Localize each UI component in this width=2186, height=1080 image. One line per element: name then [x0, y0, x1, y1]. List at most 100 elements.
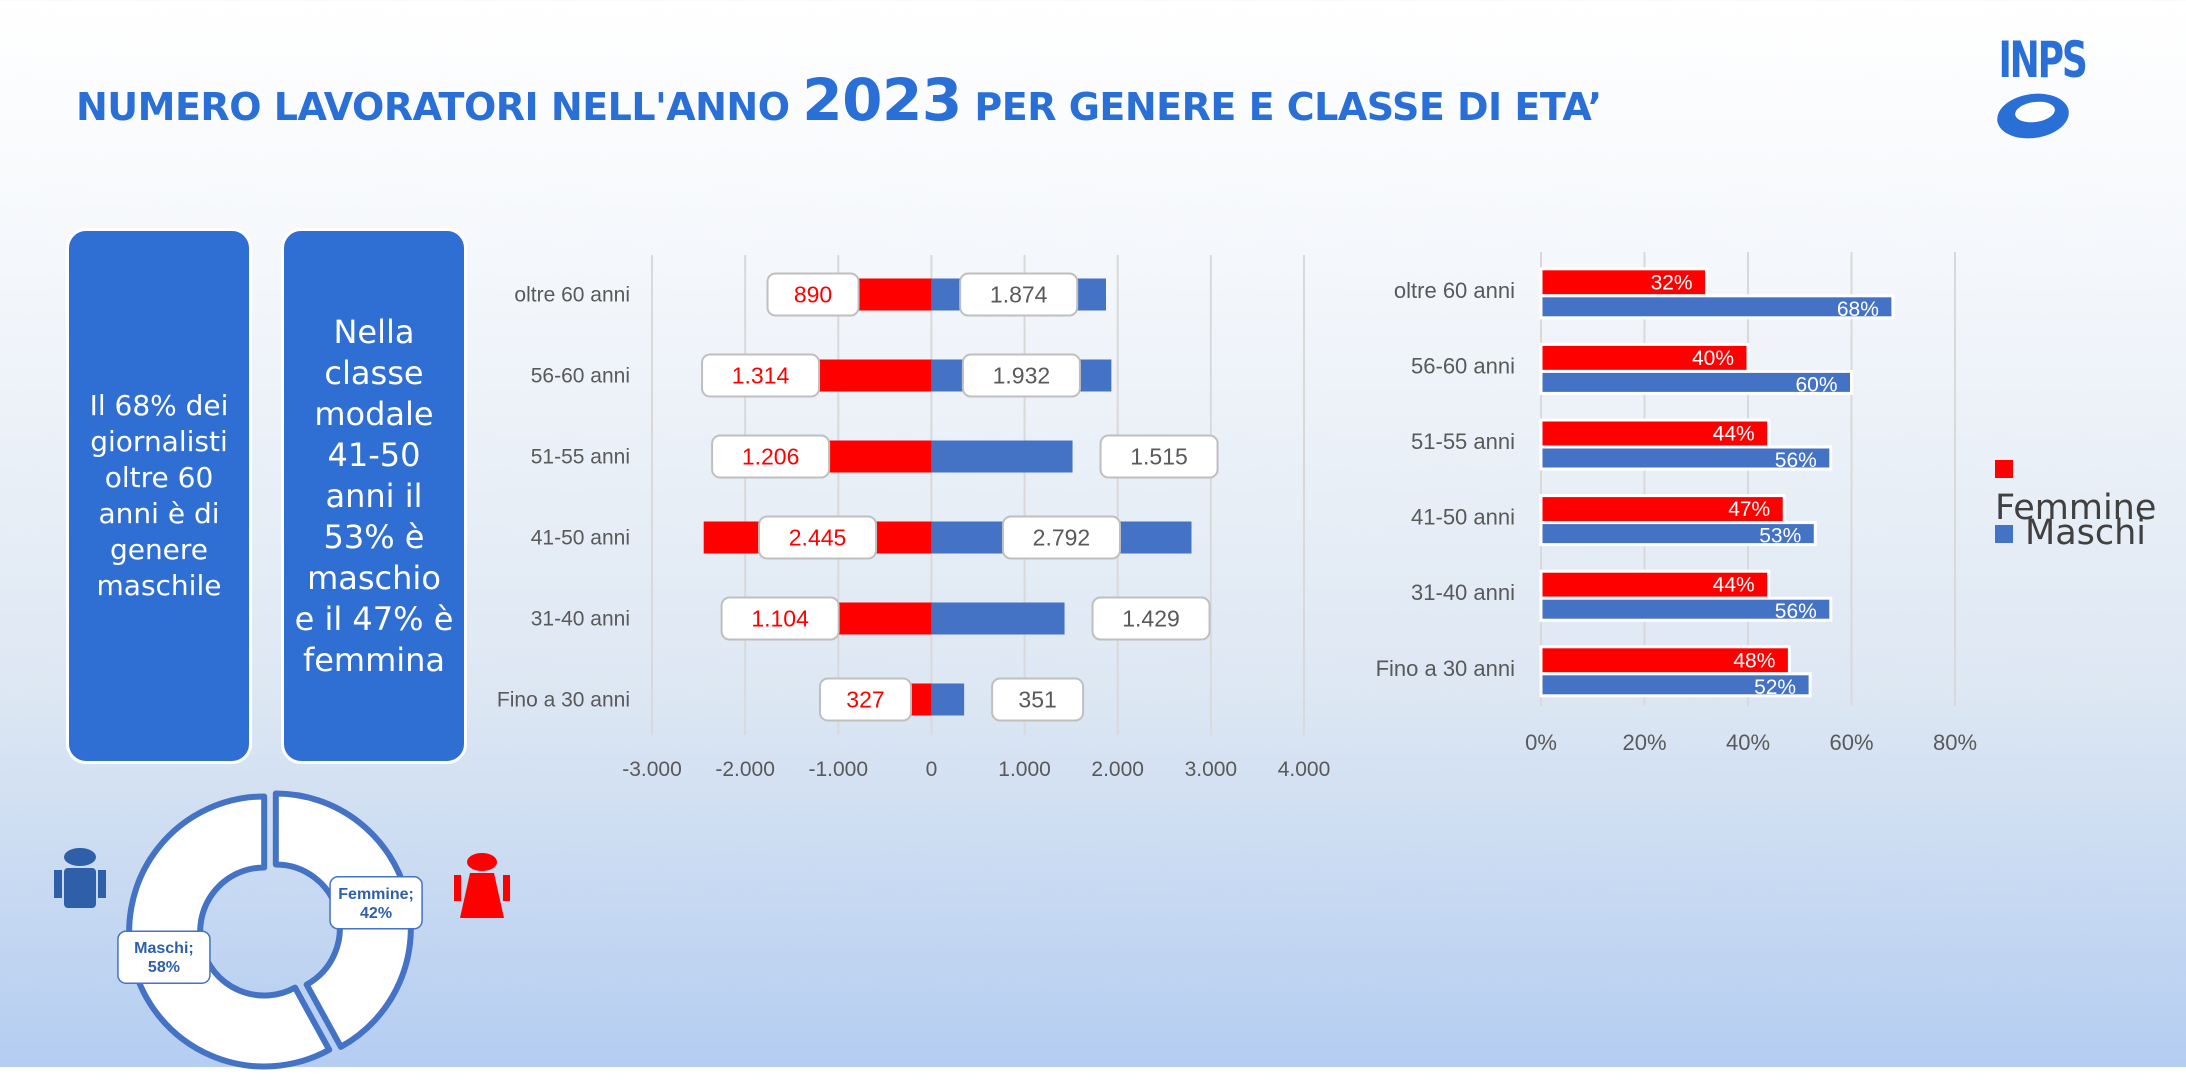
bar-femmine: [1539, 267, 1709, 298]
x-tick-label: 3.000: [1185, 758, 1238, 781]
bar-femmine: [819, 440, 932, 473]
data-label-maschi: 56%: [1775, 449, 1817, 472]
y-category-label: 56-60 anni: [531, 365, 630, 388]
logo-text: INPS: [1998, 31, 2087, 89]
donut-slice-maschi: [126, 793, 333, 1070]
data-label-maschi: 1.932: [993, 363, 1051, 389]
data-label-femmine: 40%: [1692, 347, 1734, 370]
x-tick-label: 1.000: [998, 758, 1051, 781]
inps-logo: INPS: [1985, 31, 2088, 144]
y-category-label: 31-40 anni: [1411, 580, 1515, 605]
info-card-text: Nella classe modale 41-50 anni il 53% è …: [294, 312, 454, 679]
data-label-box: [701, 353, 821, 398]
data-label-box: [1091, 596, 1211, 641]
gender-donut-chart: Femmine; 42% Maschi; 58%: [117, 790, 423, 1070]
data-label-femmine: 1.314: [732, 363, 790, 389]
info-card-text: Il 68% dei giornalisti oltre 60 anni è d…: [89, 389, 229, 602]
workers-count-chart: -3.000 -2.000 -1.000 0 1.000 2.000 3.000 4.000 o…: [497, 255, 1331, 781]
data-label-maschi: 53%: [1759, 525, 1801, 548]
data-label-maschi: 60%: [1795, 373, 1837, 396]
donut-label-box: [329, 876, 423, 930]
legend-item-maschi: Maschi: [1995, 513, 2146, 553]
bar-femmine: [828, 602, 932, 635]
bar-maschi: [931, 440, 1073, 473]
logo-ring-icon: [1997, 93, 2069, 139]
data-label-maschi: 52%: [1754, 676, 1796, 699]
data-label-box: [711, 434, 831, 479]
x-tick-label: -2.000: [715, 758, 775, 781]
y-category-label: oltre 60 anni: [514, 284, 630, 307]
bar-maschi: [1539, 369, 1853, 395]
male-person-icon: [54, 848, 106, 908]
data-label-maschi: 1.515: [1130, 444, 1188, 470]
data-label-femmine: 44%: [1713, 423, 1755, 446]
bar-maschi: [931, 683, 965, 716]
data-label-femmine: 890: [794, 282, 832, 308]
data-label-maschi: 2.792: [1033, 525, 1091, 551]
info-card-modal-class: Nella classe modale 41-50 anni il 53% è …: [281, 228, 467, 764]
x-tick-label: 4.000: [1278, 758, 1331, 781]
y-category-label: 56-60 anni: [1411, 353, 1515, 378]
data-label-box: [818, 677, 912, 722]
bar-femmine: [848, 278, 932, 311]
bar-maschi: [931, 602, 1065, 635]
data-label-maschi: 56%: [1775, 600, 1817, 623]
x-tick-label: -3.000: [622, 758, 682, 781]
bar-maschi: [1539, 596, 1833, 622]
x-tick-label: 0%: [1525, 730, 1557, 755]
data-label-femmine: 327: [846, 687, 884, 713]
data-label-femmine: 32%: [1651, 271, 1693, 294]
y-category-label: 51-55 anni: [1411, 429, 1515, 454]
legend-swatch-maschi: [1995, 525, 2013, 543]
y-category-label: Fino a 30 anni: [1376, 656, 1515, 681]
gender-share-chart: 0% 20% 40% 60% 80% oltre 60 anni 32% 68% 56-60 a…: [1376, 252, 1977, 755]
bar-maschi: [1539, 521, 1817, 547]
page-title: NUMERO LAVORATORI NELL'ANNO 2023 PER GEN…: [76, 66, 1602, 134]
data-label-box: [961, 353, 1081, 398]
data-label-femmine: 47%: [1728, 498, 1770, 521]
info-card-over-60: Il 68% dei giornalisti oltre 60 anni è d…: [66, 228, 252, 764]
data-label-box: [720, 596, 840, 641]
data-label-femmine: 48%: [1733, 649, 1775, 672]
x-tick-label: 2.000: [1091, 758, 1144, 781]
y-category-label: 51-55 anni: [531, 446, 630, 469]
data-label-maschi: 1.429: [1122, 606, 1180, 632]
data-label-box: [959, 272, 1079, 317]
donut-label-femmine: Femmine; 42%: [338, 886, 414, 922]
data-label-box: [1001, 515, 1121, 560]
data-label-box: [991, 677, 1085, 722]
data-label-maschi: 351: [1018, 687, 1056, 713]
y-category-label: 41-50 anni: [531, 527, 630, 550]
bar-maschi: [1539, 294, 1895, 320]
donut-label-box: [117, 930, 211, 984]
data-label-maschi: 68%: [1837, 298, 1879, 321]
female-person-icon: [454, 853, 510, 918]
bar-femmine: [1539, 569, 1771, 600]
legend-swatch-femmine: [1995, 460, 2013, 478]
data-label-femmine: 1.206: [742, 444, 800, 470]
bar-femmine: [809, 359, 932, 392]
x-tick-label: 60%: [1829, 730, 1873, 755]
y-category-label: 41-50 anni: [1411, 505, 1515, 530]
y-category-label: oltre 60 anni: [1394, 278, 1515, 303]
x-tick-label: 80%: [1933, 730, 1977, 755]
data-label-femmine: 1.104: [751, 606, 809, 632]
donut-label-maschi: Maschi; 58%: [134, 940, 194, 976]
data-label-box: [1099, 434, 1219, 479]
bar-maschi: [1539, 445, 1833, 471]
x-tick-label: 20%: [1622, 730, 1666, 755]
x-tick-label: -1.000: [809, 758, 869, 781]
bar-femmine: [1539, 342, 1750, 373]
data-label-femmine: 44%: [1713, 574, 1755, 597]
x-tick-label: 40%: [1726, 730, 1770, 755]
data-label-box: [758, 515, 878, 560]
y-category-label: 31-40 anni: [531, 608, 630, 631]
bar-femmine: [1539, 418, 1771, 449]
bar-maschi: [1539, 672, 1812, 698]
data-label-maschi: 1.874: [990, 282, 1048, 308]
data-label-box: [766, 272, 860, 317]
y-category-label: Fino a 30 anni: [497, 689, 630, 712]
x-tick-label: 0: [926, 758, 938, 781]
legend-item-femmine: Femmine: [1995, 448, 2186, 528]
data-label-femmine: 2.445: [789, 525, 847, 551]
